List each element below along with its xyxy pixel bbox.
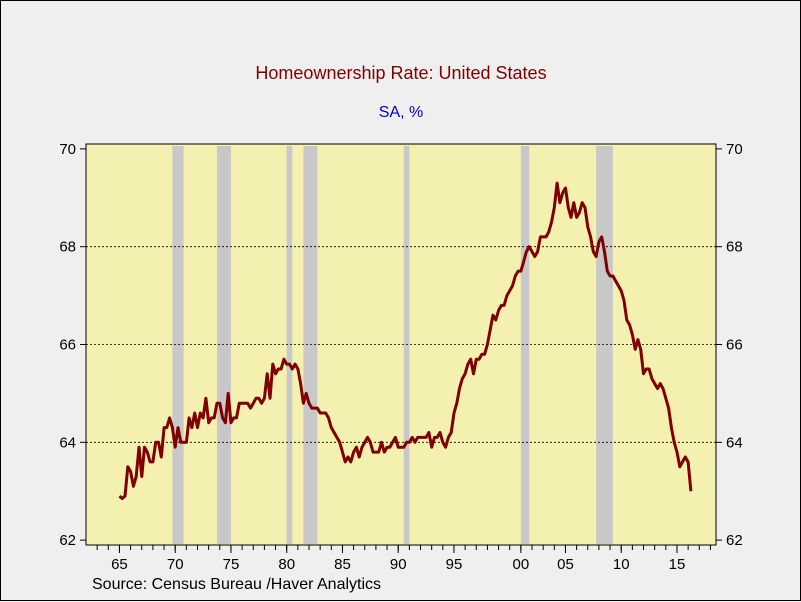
- y-tick-label-left: 70: [59, 141, 76, 158]
- series-line-homeownership-rate: [118, 181, 693, 500]
- recession-band-7: [596, 146, 613, 544]
- y-tick-label-left: 68: [59, 239, 76, 256]
- recession-band-4: [303, 146, 318, 544]
- recession-band-3: [286, 146, 293, 544]
- x-tick-label: 80: [278, 556, 295, 573]
- x-tick-label: 90: [390, 556, 407, 573]
- y-tick-label-right: 68: [726, 239, 743, 256]
- x-tick-label: 70: [167, 556, 184, 573]
- x-tick-label: 05: [557, 556, 574, 573]
- y-tick-label-right: 66: [726, 337, 743, 354]
- x-tick-label: 75: [223, 556, 240, 573]
- y-tick-label-right: 62: [726, 532, 743, 549]
- recession-band-6: [520, 146, 530, 544]
- x-tick-label: 95: [446, 556, 463, 573]
- y-tick-label-left: 64: [59, 434, 76, 451]
- y-tick-label-right: 64: [726, 434, 743, 451]
- source-note: Source: Census Bureau /Haver Analytics: [92, 576, 381, 593]
- chart-title: Homeownership Rate: United States: [255, 63, 546, 83]
- x-tick-label: 85: [334, 556, 351, 573]
- recession-band-2: [217, 146, 231, 544]
- x-tick-label: 15: [669, 556, 686, 573]
- x-tick-label: 10: [613, 556, 630, 573]
- recession-band-1: [172, 146, 184, 544]
- plot-border: [85, 143, 717, 546]
- x-tick-label: 00: [513, 556, 530, 573]
- axis-ticks: 62 62 64 64 66 66 68 68 70 70 65 70 75 80 85 90 95 00 05 10…: [59, 141, 742, 573]
- y-tick-label-left: 62: [59, 532, 76, 549]
- recession-bands: [172, 146, 613, 544]
- y-tick-label-right: 70: [726, 141, 743, 158]
- chart-subtitle: SA, %: [379, 104, 423, 121]
- gridlines: [86, 246, 716, 443]
- x-tick-label: 65: [111, 556, 128, 573]
- y-tick-label-left: 66: [59, 337, 76, 354]
- recession-band-5: [403, 146, 410, 544]
